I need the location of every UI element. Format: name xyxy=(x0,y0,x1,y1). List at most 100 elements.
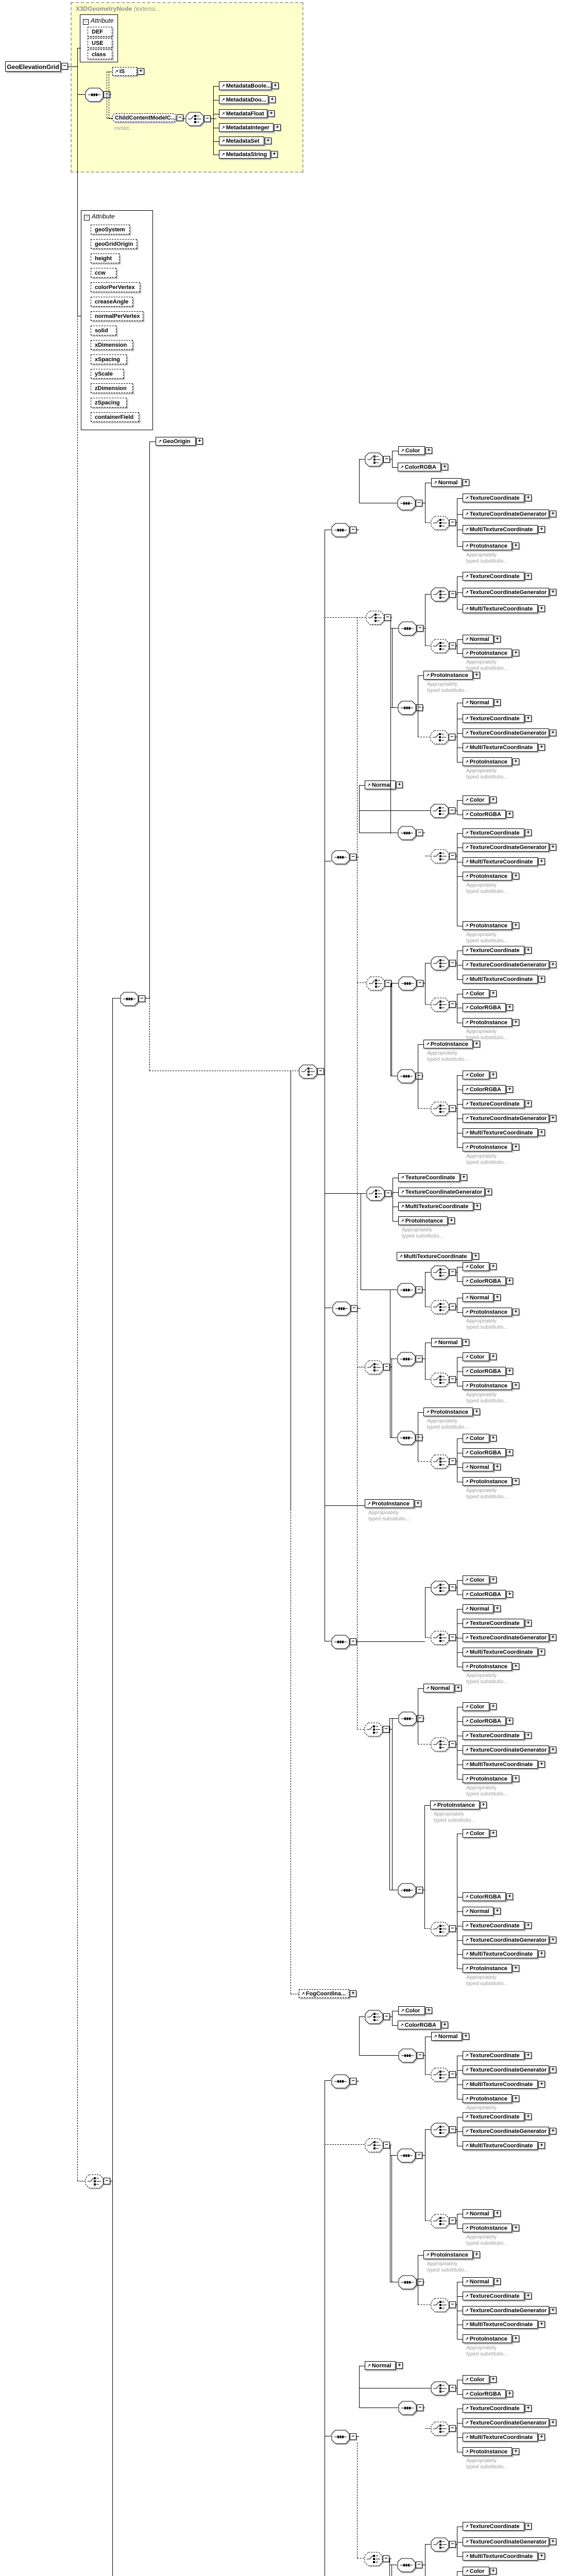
element-box-texturecoordinategenerator[interactable]: ↗ TextureCoordinateGenerator xyxy=(463,1633,549,1642)
sequence-compositor[interactable] xyxy=(120,992,139,1006)
expand-icon[interactable]: + xyxy=(425,447,432,454)
element-box-normal[interactable]: ↗ Normal xyxy=(365,781,396,789)
expand-icon[interactable]: + xyxy=(506,1368,513,1375)
element-box-colorrgba[interactable]: ↗ ColorRGBA xyxy=(463,1003,506,1012)
expand-icon[interactable]: + xyxy=(513,2448,519,2455)
element-box-geoorigin[interactable]: ↗ GeoOrigin xyxy=(156,437,196,446)
expand-icon[interactable]: + xyxy=(525,829,532,836)
collapse-icon[interactable]: − xyxy=(416,500,422,506)
choice-compositor[interactable] xyxy=(431,516,449,530)
expand-icon[interactable]: + xyxy=(538,1761,545,1768)
sequence-compositor[interactable] xyxy=(398,976,417,991)
collapse-icon[interactable]: − xyxy=(449,2385,456,2392)
expand-icon[interactable]: + xyxy=(463,479,469,486)
expand-icon[interactable]: + xyxy=(538,526,545,533)
element-box-texturecoordinate[interactable]: ↗ TextureCoordinate xyxy=(463,2522,524,2531)
collapse-icon[interactable]: − xyxy=(449,1584,456,1591)
attribute-item-zspacing[interactable]: zSpacing xyxy=(91,398,127,408)
element-box-normal[interactable]: ↗ Normal xyxy=(463,1604,493,1613)
element-box-color[interactable]: ↗ Color xyxy=(463,795,489,804)
choice-compositor[interactable] xyxy=(85,2174,104,2189)
element-box-protoinstance[interactable]: ↗ ProtoInstance xyxy=(463,649,512,657)
choice-compositor[interactable] xyxy=(431,639,449,653)
element-box-texturecoordinate[interactable]: ↗ TextureCoordinate xyxy=(463,1921,524,1930)
collapse-icon[interactable]: − xyxy=(383,1726,389,1733)
expand-icon[interactable]: + xyxy=(525,495,532,501)
expand-icon[interactable]: + xyxy=(550,1115,556,1122)
element-box-normal[interactable]: ↗ Normal xyxy=(463,1293,493,1302)
expand-icon[interactable]: + xyxy=(525,2405,532,2412)
expand-icon[interactable]: + xyxy=(490,1353,497,1360)
element-box-color[interactable]: ↗ Color xyxy=(463,1352,489,1361)
attribute-item-containerfield[interactable]: containerField xyxy=(91,412,139,422)
element-box-texturecoordinate[interactable]: ↗ TextureCoordinate xyxy=(463,1619,524,1628)
expand-icon[interactable]: + xyxy=(538,2434,545,2441)
expand-icon[interactable]: + xyxy=(448,1217,455,1224)
element-box-metadatainteger[interactable]: ↗ MetadataInteger xyxy=(219,123,274,132)
expand-icon[interactable]: + xyxy=(525,2052,532,2059)
choice-compositor[interactable] xyxy=(364,1722,383,1737)
element-box-normal[interactable]: ↗ Normal xyxy=(431,478,462,487)
expand-icon[interactable]: + xyxy=(538,858,545,865)
expand-icon[interactable]: + xyxy=(415,1500,421,1507)
expand-icon[interactable]: + xyxy=(425,2007,432,2014)
collapse-icon[interactable]: − xyxy=(83,19,89,25)
expand-icon[interactable]: + xyxy=(494,1605,501,1612)
expand-icon[interactable]: + xyxy=(513,2225,519,2231)
element-box-texturecoordinategenerator[interactable]: ↗ TextureCoordinateGenerator xyxy=(463,510,549,518)
expand-icon[interactable]: + xyxy=(550,589,556,596)
expand-icon[interactable]: + xyxy=(485,1189,492,1195)
element-box-texturecoordinategenerator[interactable]: ↗ TextureCoordinateGenerator xyxy=(463,1745,549,1754)
element-box-protoinstance[interactable]: ↗ ProtoInstance xyxy=(463,1308,512,1316)
element-box-color[interactable]: ↗ Color xyxy=(398,446,425,455)
element-box-color[interactable]: ↗ Color xyxy=(463,1575,489,1584)
sequence-compositor[interactable] xyxy=(398,1711,417,1726)
sequence-compositor[interactable] xyxy=(331,2430,350,2444)
attribute-item-solid[interactable]: solid xyxy=(91,326,116,335)
expand-icon[interactable]: + xyxy=(441,2022,448,2028)
element-box-colorrgba[interactable]: ↗ ColorRGBA xyxy=(463,1277,506,1285)
collapse-icon[interactable]: − xyxy=(383,2142,390,2148)
expand-icon[interactable]: + xyxy=(538,1129,545,1136)
collapse-icon[interactable]: − xyxy=(61,63,68,70)
element-box-protoinstance[interactable]: ↗ ProtoInstance xyxy=(430,1801,480,1809)
expand-icon[interactable]: + xyxy=(513,1663,519,1670)
collapse-icon[interactable]: − xyxy=(449,807,455,814)
sequence-compositor[interactable] xyxy=(397,1283,416,1297)
element-box-normal[interactable]: ↗ Normal xyxy=(463,2209,493,2218)
expand-icon[interactable]: + xyxy=(490,1703,497,1710)
expand-icon[interactable]: + xyxy=(525,1620,532,1626)
expand-icon[interactable]: + xyxy=(550,961,556,968)
collapse-icon[interactable]: − xyxy=(416,1073,422,1079)
collapse-icon[interactable]: − xyxy=(449,1634,456,1641)
expand-icon[interactable]: + xyxy=(506,1718,513,1724)
element-box-multitexturecoordinate[interactable]: ↗ MultiTextureCoordinate xyxy=(463,525,538,534)
sequence-compositor[interactable] xyxy=(398,621,417,636)
sequence-compositor[interactable] xyxy=(397,2558,416,2572)
expand-icon[interactable]: + xyxy=(513,2095,519,2102)
expand-icon[interactable]: + xyxy=(513,650,519,656)
element-box-color[interactable]: ↗ Color xyxy=(463,1702,489,1711)
collapse-icon[interactable]: − xyxy=(350,2433,356,2440)
collapse-icon[interactable]: − xyxy=(385,1190,391,1197)
choice-compositor[interactable] xyxy=(431,1300,449,1314)
choice-compositor[interactable] xyxy=(431,997,449,1012)
sequence-compositor[interactable] xyxy=(397,1431,416,1445)
expand-icon[interactable]: + xyxy=(506,1278,513,1284)
element-box-protoinstance[interactable]: ↗ ProtoInstance xyxy=(463,872,512,880)
expand-icon[interactable]: + xyxy=(490,1577,497,1583)
choice-compositor[interactable] xyxy=(365,2010,383,2024)
element-box-multitexturecoordinate[interactable]: ↗ MultiTextureCoordinate xyxy=(463,2141,538,2150)
element-box-color[interactable]: ↗ Color xyxy=(463,1262,489,1271)
element-box-childcontentmodelc[interactable]: ChildContentModelC... xyxy=(112,113,176,122)
element-box-normal[interactable]: ↗ Normal xyxy=(431,1338,462,1347)
element-box-normal[interactable]: ↗ Normal xyxy=(431,2032,462,2041)
attribute-item-zdimension[interactable]: zDimension xyxy=(91,383,133,393)
expand-icon[interactable]: + xyxy=(473,672,480,679)
attribute-item-height[interactable]: height xyxy=(91,253,120,263)
element-box-multitexturecoordinate[interactable]: ↗ MultiTextureCoordinate xyxy=(463,2080,538,2089)
expand-icon[interactable]: + xyxy=(490,1435,497,1442)
collapse-icon[interactable]: − xyxy=(383,2555,389,2562)
choice-compositor[interactable] xyxy=(431,1372,449,1387)
element-box-texturecoordinate[interactable]: ↗ TextureCoordinate xyxy=(463,494,524,502)
